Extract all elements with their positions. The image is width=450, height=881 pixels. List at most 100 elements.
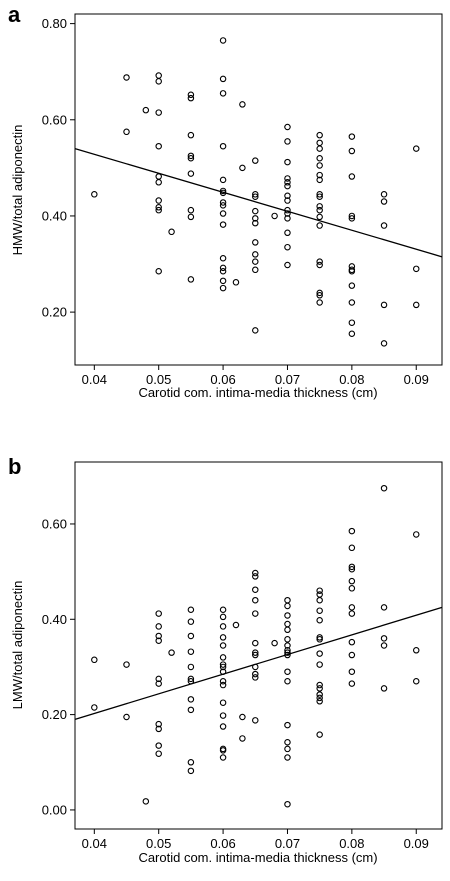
- data-point-b: [284, 642, 291, 649]
- data-point-b: [252, 649, 259, 656]
- data-point-a: [219, 199, 227, 206]
- data-point-a: [219, 210, 227, 217]
- data-point-b: [316, 607, 323, 614]
- data-point-a: [348, 330, 356, 337]
- data-point-a: [187, 91, 195, 99]
- scatter-panel-a: a HMW/total adiponectin Carotid com. int…: [8, 2, 443, 400]
- data-point-a: [316, 154, 323, 162]
- data-point-b: [219, 712, 227, 719]
- data-point-a: [155, 179, 162, 186]
- data-point-a: [219, 221, 227, 228]
- data-point-a: [168, 228, 175, 236]
- data-point-a: [284, 175, 291, 182]
- data-point-b: [219, 699, 227, 706]
- data-point-a: [155, 267, 162, 275]
- y-tick-label-a: 0.40: [42, 208, 67, 223]
- data-point-a: [380, 191, 388, 198]
- data-point-b: [348, 680, 356, 687]
- data-point-b: [412, 647, 420, 654]
- x-tick-label-b: 0.09: [404, 836, 429, 851]
- data-point-a: [155, 197, 162, 204]
- data-point-a: [284, 158, 291, 166]
- data-point-b: [348, 577, 356, 585]
- data-point-a: [316, 213, 323, 221]
- panel-label-b: b: [8, 454, 21, 479]
- data-point-b: [219, 677, 227, 685]
- data-point-b: [252, 674, 259, 681]
- data-point-a: [219, 176, 227, 184]
- data-point-b: [348, 544, 356, 552]
- data-point-b: [348, 610, 356, 617]
- y-tick-label-b: 0.20: [42, 707, 67, 722]
- data-point-b: [219, 613, 227, 621]
- data-point-b: [219, 654, 227, 661]
- data-point-b: [187, 648, 195, 655]
- data-point-a: [187, 276, 195, 283]
- regression-line-a: [74, 148, 443, 258]
- data-point-b: [348, 668, 356, 675]
- data-point-b: [380, 642, 388, 649]
- data-point-b: [239, 735, 246, 742]
- data-point-a: [348, 212, 356, 220]
- data-point-b: [252, 596, 259, 604]
- data-point-b: [316, 731, 323, 738]
- data-point-a: [316, 258, 323, 265]
- data-point-b: [348, 527, 356, 535]
- data-point-a: [252, 215, 259, 222]
- x-tick-label-a: 0.05: [146, 372, 171, 387]
- data-point-b: [155, 750, 162, 757]
- x-tick-label-b: 0.08: [339, 836, 364, 851]
- x-tick-label-b: 0.05: [146, 836, 171, 851]
- data-point-a: [219, 264, 227, 272]
- data-point-a: [219, 142, 227, 150]
- data-point-b: [187, 706, 195, 714]
- data-point-b: [155, 637, 162, 644]
- data-point-a: [155, 173, 162, 180]
- data-point-a: [187, 152, 195, 160]
- data-point-b: [155, 725, 162, 733]
- x-axis-title-a: Carotid com. intima-media thickness (cm): [138, 385, 377, 400]
- data-point-a: [316, 292, 323, 299]
- data-point-b: [412, 531, 420, 538]
- data-point-b: [168, 649, 175, 656]
- data-point-b: [252, 717, 259, 724]
- data-point-b: [155, 632, 162, 640]
- data-point-b: [284, 612, 291, 619]
- data-point-b: [155, 675, 162, 683]
- y-tick-label-b: 0.00: [42, 802, 67, 817]
- data-point-b: [252, 610, 259, 617]
- data-point-a: [316, 162, 323, 169]
- data-point-b: [316, 681, 323, 689]
- y-tick-label-b: 0.60: [42, 516, 67, 531]
- data-point-a: [155, 142, 162, 150]
- data-point-a: [252, 157, 259, 164]
- data-point-b: [155, 623, 162, 630]
- data-point-b: [316, 661, 323, 668]
- data-point-a: [316, 193, 323, 200]
- data-point-b: [284, 800, 291, 808]
- x-tick-label-a: 0.09: [404, 372, 429, 387]
- data-point-a: [316, 289, 323, 297]
- data-point-a: [412, 301, 420, 309]
- data-point-a: [316, 139, 323, 147]
- data-point-b: [348, 563, 356, 571]
- data-point-a: [412, 145, 420, 152]
- data-point-a: [252, 193, 259, 200]
- y-tick-label-a: 0.80: [42, 16, 67, 31]
- data-point-a: [155, 109, 162, 116]
- data-point-a: [219, 75, 227, 83]
- data-point-a: [155, 206, 162, 214]
- plot-frame-b: [74, 461, 443, 830]
- data-point-b: [252, 573, 259, 580]
- data-point-b: [380, 685, 388, 692]
- data-point-b: [219, 634, 227, 641]
- data-point-b: [219, 747, 227, 754]
- data-point-a: [316, 145, 323, 152]
- data-point-a: [187, 131, 195, 139]
- data-point-b: [316, 650, 323, 657]
- data-point-a: [155, 72, 162, 79]
- data-point-b: [284, 721, 291, 729]
- data-point-b: [348, 565, 356, 573]
- data-point-b: [252, 639, 259, 647]
- data-point-a: [252, 207, 259, 215]
